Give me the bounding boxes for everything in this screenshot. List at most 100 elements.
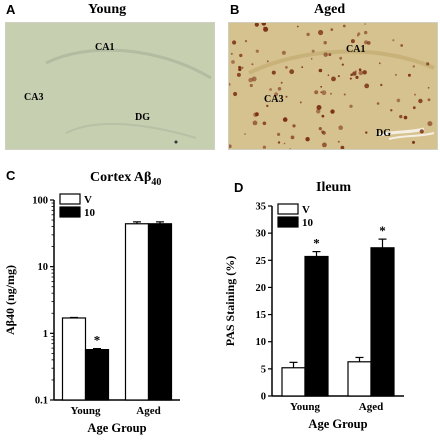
amyloid-plaque [255, 112, 259, 117]
bar-v-young [61, 317, 87, 401]
tissue-background [229, 23, 437, 149]
legend-swatch-v [59, 193, 81, 205]
y-tick-label: 10 [256, 337, 267, 348]
region-label-dg: DG [376, 128, 391, 139]
amyloid-plaque [296, 25, 299, 28]
amyloid-plaque [229, 82, 231, 86]
amyloid-plaque [321, 90, 327, 96]
y-tick-label: 0 [261, 392, 266, 403]
legend-label-v: V [84, 194, 92, 206]
y-tick-label: 1 [43, 329, 48, 340]
bar-10-young [84, 349, 110, 401]
tissue-fold [388, 132, 435, 140]
amyloid-plaque [356, 34, 359, 37]
amyloid-plaque [230, 52, 233, 55]
y-tick-label: 5 [261, 364, 266, 375]
amyloid-plaque [310, 58, 313, 60]
amyloid-plaque [338, 125, 343, 130]
region-label-ca1: CA1 [95, 42, 115, 53]
significance-asterisk: * [94, 333, 101, 348]
amyloid-plaque [292, 124, 296, 128]
amyloid-plaque [407, 73, 411, 77]
amyloid-plaque [412, 106, 416, 110]
panel-d-title: Ileum [316, 180, 351, 195]
dentate-gyrus-layer [65, 122, 197, 139]
bar-v-young [281, 367, 306, 397]
y-tick-label: 30 [256, 229, 267, 240]
tissue-fold [378, 127, 425, 137]
amyloid-plaque [427, 121, 433, 127]
amyloid-plaque [232, 40, 237, 45]
region-label-ca3: CA3 [24, 92, 44, 103]
amyloid-plaque [318, 68, 323, 73]
y-tick-label: 100 [32, 196, 48, 207]
significance-asterisk: * [313, 236, 320, 251]
amyloid-plaque [316, 105, 322, 110]
amyloid-plaque [349, 77, 352, 80]
amyloid-plaque [251, 76, 257, 82]
amyloid-plaque [412, 65, 415, 68]
amyloid-plaque [323, 52, 328, 57]
legend-swatch-v [277, 203, 299, 215]
amyloid-plaque [266, 104, 269, 108]
amyloid-plaque [233, 91, 238, 97]
amyloid-plaque [320, 91, 322, 93]
amyloid-plaque [289, 69, 295, 75]
amyloid-plaque [328, 53, 332, 57]
x-axis-label: Age Group [87, 421, 146, 435]
amyloid-plaque [358, 68, 362, 71]
region-label-ca1: CA1 [346, 44, 366, 55]
region-label-ca3: CA3 [264, 94, 284, 105]
amyloid-plaque [427, 98, 431, 102]
amyloid-plaque [399, 114, 403, 119]
region-label-dg: DG [135, 112, 150, 123]
amyloid-plaque [311, 49, 315, 53]
amyloid-plaque [330, 92, 332, 95]
bar-v-aged [347, 361, 372, 397]
amyloid-plaque [412, 140, 415, 144]
legend-swatch-10 [277, 216, 299, 228]
amyloid-plaque [340, 145, 345, 149]
young-hippocampus-micrograph [5, 22, 215, 150]
amyloid-plaque [318, 29, 324, 36]
panel-letter-b: B [230, 2, 240, 17]
amyloid-plaque [323, 41, 327, 45]
amyloid-plaque [426, 62, 430, 66]
aged-hippocampus-micrograph [228, 22, 438, 150]
amyloid-plaque [337, 140, 340, 143]
amyloid-plaque [427, 86, 430, 89]
amyloid-plaque [318, 127, 322, 131]
amyloid-plaque [330, 109, 335, 114]
y-axis-label: PAS Staining (%) [223, 256, 237, 346]
y-axis-label: Aβ40 (ng/mg) [3, 265, 17, 335]
amyloid-plaque [350, 73, 353, 77]
bar-v-aged [124, 223, 150, 401]
amyloid-plaque [350, 39, 355, 44]
amyloid-plaque [244, 40, 248, 43]
amyloid-plaque [248, 77, 253, 83]
bar-10-aged [370, 247, 395, 397]
amyloid-plaque [364, 83, 370, 89]
amyloid-plaque [394, 73, 397, 76]
amyloid-plaque [321, 130, 325, 134]
amyloid-plaque [419, 129, 424, 134]
amyloid-plaque [283, 142, 286, 145]
panel-letter-d: D [234, 180, 244, 195]
amyloid-plaque [342, 24, 346, 28]
legend-label-10: 10 [302, 217, 314, 229]
amyloid-plaque [285, 95, 288, 98]
amyloid-plaque [236, 72, 241, 77]
tissue-background [6, 23, 214, 149]
amyloid-plaque [301, 66, 304, 68]
legend-label-v: V [302, 204, 310, 216]
amyloid-plaque [229, 144, 232, 149]
amyloid-plaque [263, 26, 265, 29]
amyloid-plaque [255, 49, 259, 53]
amyloid-plaque [358, 70, 364, 76]
x-tick-label: Aged [359, 401, 383, 413]
amyloid-plaque [322, 142, 327, 148]
y-tick-label: 0.1 [35, 396, 48, 407]
amyloid-plaque [262, 145, 266, 149]
amyloid-plaque [251, 63, 254, 66]
